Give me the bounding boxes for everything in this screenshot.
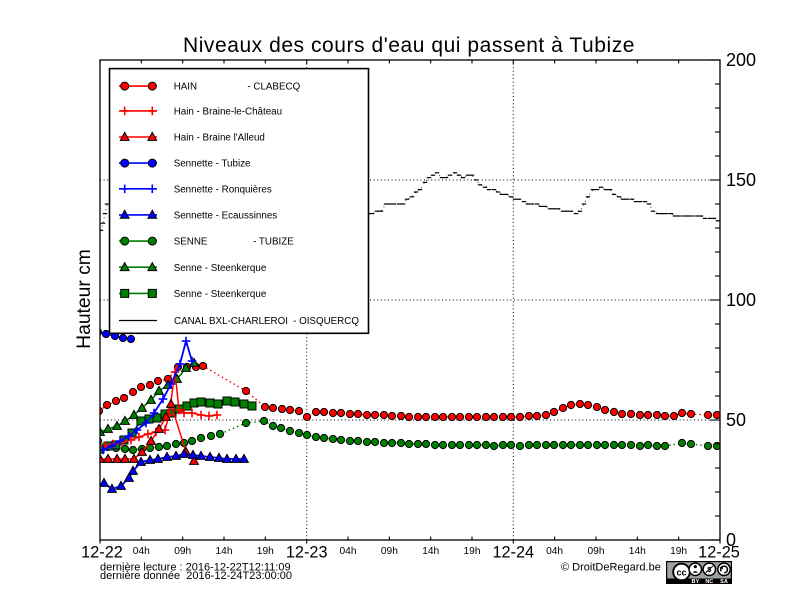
svg-text:NC: NC (705, 579, 713, 585)
svg-text:Senne - Steenkerque: Senne - Steenkerque (174, 289, 267, 300)
svg-text:Sennette - Ecaussinnes: Sennette - Ecaussinnes (174, 211, 278, 222)
svg-text:50: 50 (726, 410, 746, 430)
svg-text:Niveaux des cours d'eau qui pa: Niveaux des cours d'eau qui passent à Tu… (183, 34, 635, 57)
svg-text:12-22: 12-22 (81, 544, 123, 562)
svg-text:© DroitDeRegard.be: © DroitDeRegard.be (561, 562, 661, 574)
svg-text:14h: 14h (216, 546, 233, 557)
svg-text:HAIN: HAIN (174, 82, 197, 93)
svg-text:$: $ (707, 565, 712, 574)
svg-text:04h: 04h (546, 546, 563, 557)
svg-text:0: 0 (726, 530, 736, 550)
svg-text:- TUBIZE: - TUBIZE (253, 237, 294, 248)
svg-text:14h: 14h (629, 546, 646, 557)
svg-text:SENNE: SENNE (174, 237, 208, 248)
svg-text:dernière lecture : 2016-12-22T: dernière lecture : 2016-12-22T12:11:09 (100, 562, 291, 574)
svg-text:100: 100 (726, 290, 756, 310)
svg-text:150: 150 (726, 170, 756, 190)
svg-text:04h: 04h (340, 546, 357, 557)
svg-text:12-23: 12-23 (286, 544, 328, 562)
svg-text:BY: BY (691, 579, 699, 585)
svg-text:dernière donnée 2016-12-24T23: dernière donnée 2016-12-24T23:00:00 (100, 570, 292, 582)
svg-text:09h: 09h (588, 546, 605, 557)
svg-text:12-25: 12-25 (698, 544, 740, 562)
svg-text:09h: 09h (174, 546, 191, 557)
svg-text:cc: cc (676, 567, 686, 577)
svg-text:Hain - Braine l'Alleud: Hain - Braine l'Alleud (174, 133, 265, 144)
svg-text:Sennette - Ronquières: Sennette - Ronquières (174, 184, 272, 195)
svg-text:04h: 04h (133, 546, 150, 557)
svg-text:- CLABECQ: - CLABECQ (247, 82, 300, 93)
svg-text:200: 200 (726, 50, 756, 70)
svg-text:SA: SA (720, 579, 728, 585)
svg-text:09h: 09h (381, 546, 398, 557)
svg-text:19h: 19h (670, 546, 687, 557)
svg-text:Hauteur cm: Hauteur cm (74, 249, 95, 349)
svg-text:CANAL BXL-CHARLEROI: CANAL BXL-CHARLEROI (174, 316, 288, 327)
svg-text:19h: 19h (257, 546, 274, 557)
svg-text:- OISQUERCQ: - OISQUERCQ (293, 316, 359, 327)
svg-text:Sennette - Tubize: Sennette - Tubize (174, 159, 251, 170)
svg-text:Hain - Braine-le-Château: Hain - Braine-le-Château (174, 107, 282, 118)
svg-text:19h: 19h (464, 546, 481, 557)
svg-text:Senne - Steenkerque: Senne - Steenkerque (174, 263, 267, 274)
svg-text:14h: 14h (422, 546, 439, 557)
svg-text:12-24: 12-24 (492, 544, 534, 562)
